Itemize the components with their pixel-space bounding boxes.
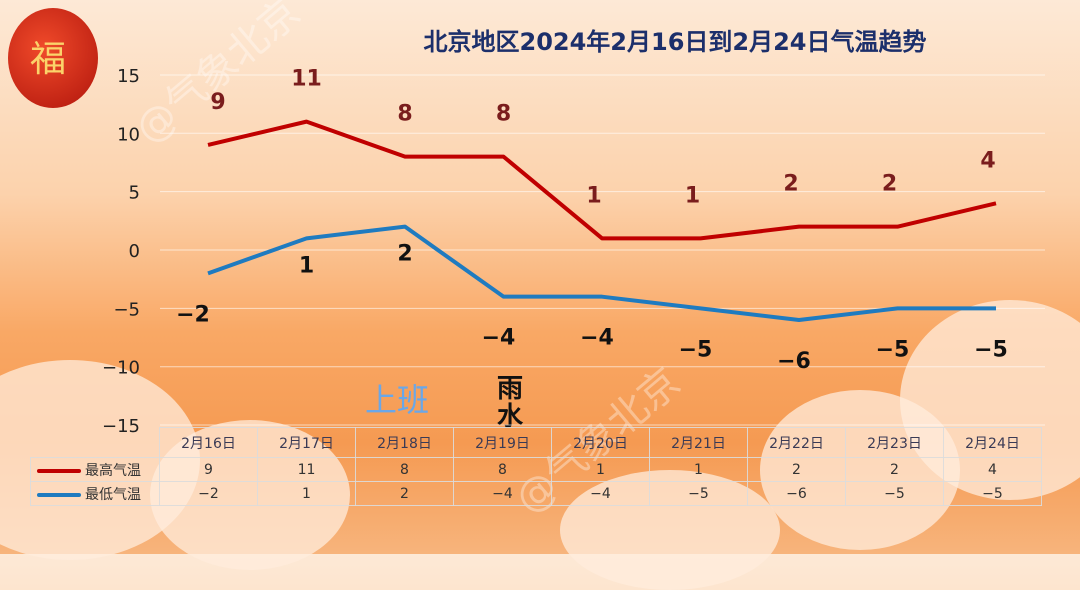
data-label: 9 — [210, 90, 225, 115]
series-line-min — [207, 224, 996, 323]
x-category-label: 2月18日 — [355, 427, 454, 458]
y-tick-label: −5 — [113, 299, 140, 320]
data-label: −6 — [777, 349, 811, 374]
table-cell: 9 — [159, 457, 258, 482]
table-cell: 8 — [453, 457, 552, 482]
data-label: 1 — [685, 183, 700, 208]
data-label: −4 — [580, 326, 614, 351]
x-category-label: 2月22日 — [747, 427, 846, 458]
table-cell: −4 — [551, 481, 650, 506]
data-label: 11 — [291, 67, 322, 92]
lantern-char: 福 — [30, 39, 67, 80]
x-category-label: 2月23日 — [845, 427, 944, 458]
data-label: −4 — [482, 326, 516, 351]
legend-max-label: 最高气温 — [85, 462, 141, 479]
x-category-label: 2月24日 — [943, 427, 1042, 458]
table-cell: 4 — [943, 457, 1042, 482]
table-cell: 2 — [355, 481, 454, 506]
y-tick-label: 5 — [129, 183, 140, 204]
table-cell: −5 — [845, 481, 944, 506]
y-tick-label: 0 — [129, 241, 140, 262]
table-cell: 11 — [257, 457, 356, 482]
data-label: 2 — [882, 172, 897, 197]
table-corner — [30, 427, 160, 458]
series-line-max — [207, 119, 997, 241]
legend-max: 最高气温 — [30, 457, 160, 482]
legend-min: 最低气温 — [30, 481, 160, 506]
y-tick-label: −10 — [102, 358, 140, 379]
y-tick-label: 10 — [117, 124, 140, 145]
table-cell: 1 — [257, 481, 356, 506]
table-cell: 2 — [747, 457, 846, 482]
x-category-label: 2月21日 — [649, 427, 748, 458]
table-cell: 1 — [551, 457, 650, 482]
data-label: 8 — [496, 102, 511, 127]
table-cell: −4 — [453, 481, 552, 506]
data-label: 4 — [980, 148, 995, 173]
data-label: −5 — [974, 337, 1008, 362]
data-label: −2 — [176, 302, 210, 327]
table-cell: 2 — [845, 457, 944, 482]
table-cell: 8 — [355, 457, 454, 482]
data-table: 2月16日 2月17日 2月18日 2月19日 2月20日 2月21日 2月22日 2月23日… — [30, 427, 1042, 506]
data-label: 8 — [397, 102, 412, 127]
shangban-text: 上班 — [365, 381, 430, 419]
data-label: 1 — [586, 183, 601, 208]
x-category-label: 2月19日 — [453, 427, 552, 458]
chart-title: 北京地区2024年2月16日到2月24日气温趋势 — [424, 28, 927, 56]
table-cell: −2 — [159, 481, 258, 506]
table-cell: −5 — [649, 481, 748, 506]
lantern-icon — [8, 8, 98, 108]
x-category-label: 2月20日 — [551, 427, 650, 458]
table-cell: 1 — [649, 457, 748, 482]
x-category-label: 2月17日 — [257, 427, 356, 458]
data-label: 2 — [397, 242, 412, 267]
table-cell: −5 — [943, 481, 1042, 506]
legend-min-label: 最低气温 — [85, 486, 141, 503]
yushui-text-1: 雨 — [497, 374, 524, 404]
data-label: 1 — [299, 253, 314, 278]
x-category-label: 2月16日 — [159, 427, 258, 458]
data-label: 2 — [783, 172, 798, 197]
table-cell: −6 — [747, 481, 846, 506]
data-label: −5 — [876, 337, 910, 362]
data-label: −5 — [679, 337, 713, 362]
temperature-chart: 北京地区2024年2月16日到2月24日气温趋势 151050−5−10−15 … — [102, 28, 1008, 438]
y-tick-label: 15 — [117, 66, 140, 87]
